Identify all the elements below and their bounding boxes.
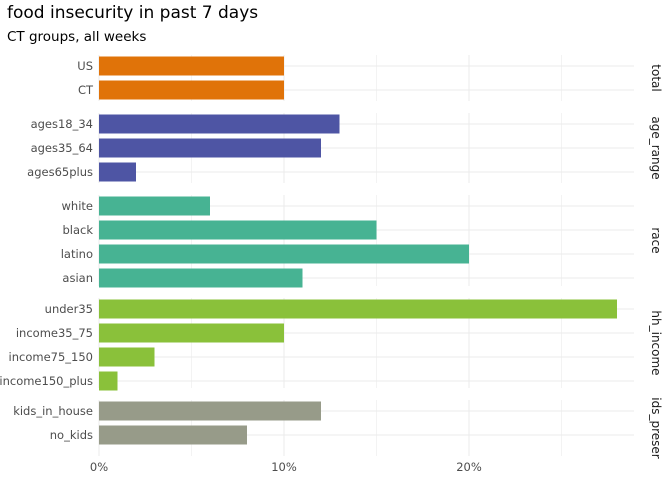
facet-strip-label: ids_preser bbox=[649, 397, 663, 459]
facet-strip-label: age_range bbox=[649, 116, 663, 179]
y-tick-label: CT bbox=[78, 83, 94, 97]
bar-no_kids bbox=[99, 425, 247, 445]
bar-ages65plus bbox=[99, 162, 136, 182]
y-tick-label: ages65plus bbox=[27, 165, 93, 179]
chart-subtitle: CT groups, all weeks bbox=[7, 29, 147, 45]
y-tick-label: income150_plus bbox=[0, 374, 93, 388]
y-tick-label: income35_75 bbox=[16, 326, 93, 340]
bar-income75_150 bbox=[99, 347, 155, 367]
bar-income35_75 bbox=[99, 323, 284, 343]
y-tick-label: white bbox=[62, 199, 93, 213]
y-tick-label: ages18_34 bbox=[31, 117, 93, 131]
bar-latino bbox=[99, 244, 469, 264]
bar-ages35_64 bbox=[99, 138, 321, 158]
y-tick-label: no_kids bbox=[50, 428, 93, 442]
bar-ages18_34 bbox=[99, 114, 340, 134]
bar-under35 bbox=[99, 299, 617, 319]
x-tick-label: 0% bbox=[90, 460, 108, 474]
y-tick-label: black bbox=[62, 223, 93, 237]
facet-strip-label: hh_income bbox=[649, 310, 663, 375]
facet-strip-label: race bbox=[649, 227, 663, 253]
y-tick-label: income75_150 bbox=[9, 350, 93, 364]
bar-CT bbox=[99, 80, 284, 100]
chart-title: food insecurity in past 7 days bbox=[7, 3, 259, 23]
bar-asian bbox=[99, 268, 303, 288]
bar-white bbox=[99, 196, 210, 216]
x-tick-label: 20% bbox=[456, 460, 482, 474]
y-tick-label: US bbox=[77, 59, 93, 73]
y-tick-label: ages35_64 bbox=[31, 141, 93, 155]
y-tick-label: kids_in_house bbox=[13, 404, 93, 418]
y-tick-label: asian bbox=[62, 271, 93, 285]
bar-US bbox=[99, 56, 284, 76]
bar-income150_plus bbox=[99, 371, 118, 391]
y-tick-label: under35 bbox=[45, 302, 93, 316]
bar-kids_in_house bbox=[99, 401, 321, 421]
y-tick-label: latino bbox=[61, 247, 93, 261]
facet-strip-label: total bbox=[649, 64, 663, 91]
x-tick-label: 10% bbox=[271, 460, 297, 474]
bar-black bbox=[99, 220, 377, 240]
